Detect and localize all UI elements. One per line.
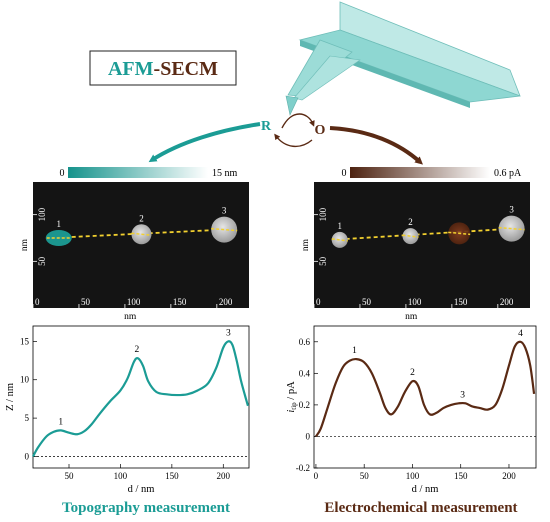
y-axis-title-main: i xyxy=(286,410,297,413)
feature-spot-label: 2 xyxy=(408,217,413,227)
brown-arrow xyxy=(329,126,423,165)
image-y-tick-label: 50 xyxy=(318,256,328,266)
feature-spot-label: 1 xyxy=(337,221,342,231)
peak-label: 2 xyxy=(135,345,140,355)
image-x-tick-label: 0 xyxy=(316,297,321,307)
x-axis-title: d / nm xyxy=(412,484,439,495)
x-tick-label: 0 xyxy=(314,471,319,481)
title-secm: SECM xyxy=(160,58,218,80)
title-afm: AFM xyxy=(108,58,154,80)
y-tick-label: -0.2 xyxy=(296,463,310,473)
image-x-tick-label: 50 xyxy=(362,297,372,307)
echem-colorbar-min: 0 xyxy=(342,168,347,179)
plot-frame xyxy=(313,325,537,469)
image-x-tick-label: 100 xyxy=(127,297,141,307)
y-tick-label: 0.2 xyxy=(299,400,310,410)
reduced-label: R xyxy=(261,119,272,134)
x-tick-label: 50 xyxy=(360,471,370,481)
profile-line-segment xyxy=(448,231,471,236)
x-tick-label: 100 xyxy=(406,471,420,481)
x-tick-label: 150 xyxy=(454,471,468,481)
peak-label: 4 xyxy=(518,329,523,339)
redox-cycle: R O xyxy=(261,113,326,147)
feature-spot xyxy=(498,215,525,242)
image-x-tick-label: 200 xyxy=(500,297,514,307)
y-tick-label: 15 xyxy=(20,336,30,346)
peak-label: 1 xyxy=(352,346,357,356)
oxidized-label: O xyxy=(315,123,326,138)
peak-label: 2 xyxy=(410,368,415,378)
teal-arrow xyxy=(148,122,261,163)
image-background xyxy=(33,182,249,308)
feature-spot-label: 2 xyxy=(139,213,144,223)
image-y-title: nm xyxy=(20,238,30,251)
electrochemical-image: 0 50 100 150 200 50 100 nm nm 1 2 3 xyxy=(301,182,530,322)
image-x-tick-label: 150 xyxy=(454,297,468,307)
image-y-title: nm xyxy=(301,238,311,251)
electrochemical-footer: Electrochemical measurement xyxy=(324,500,517,516)
x-axis-title: d / nm xyxy=(128,484,155,495)
image-x-tick-label: 100 xyxy=(408,297,422,307)
echem-colorbar-max: 0.6 pA xyxy=(494,168,522,179)
echem-colorbar: 0 0.6 pA xyxy=(342,167,522,179)
data-curve xyxy=(32,340,250,458)
x-tick-label: 200 xyxy=(217,471,231,481)
title-separator: - xyxy=(154,58,161,80)
title-box: AFM-SECM xyxy=(89,50,237,86)
y-tick-label: 10 xyxy=(20,375,30,385)
electrochemical-chart: 0 50 100 150 200 -0.2 0 0.2 0.4 0.6 1 2 3 4 d / nm itip… xyxy=(286,325,537,495)
profile-line xyxy=(331,227,512,241)
profile-line-segment xyxy=(131,232,152,237)
y-axis-title: itip / pA xyxy=(286,381,298,413)
x-tick-label: 50 xyxy=(65,471,75,481)
topo-colorbar-min: 0 xyxy=(60,168,65,179)
image-background xyxy=(314,182,530,308)
image-x-title: nm xyxy=(405,312,418,322)
y-axis-title-unit: / pA xyxy=(286,381,297,402)
feature-spot xyxy=(331,231,348,248)
topography-footer: Topography measurement xyxy=(62,500,230,516)
profile-line-segment xyxy=(331,238,348,242)
topography-chart: 50 100 150 200 0 5 10 15 1 2 3 d / nm Z / nm xyxy=(5,325,250,495)
image-y-tick-label: 50 xyxy=(37,256,47,266)
topography-image: 0 50 100 150 200 50 100 nm nm 1 2 3 xyxy=(20,182,249,322)
peak-label: 1 xyxy=(58,417,63,427)
y-tick-label: 0.6 xyxy=(299,337,311,347)
profile-line-segment xyxy=(498,226,525,231)
image-y-tick-label: 100 xyxy=(37,207,47,221)
feature-spot xyxy=(211,216,238,243)
image-x-tick-label: 0 xyxy=(35,297,40,307)
data-curve xyxy=(314,340,536,438)
y-axis-title: Z / nm xyxy=(5,383,16,411)
image-x-tick-label: 50 xyxy=(81,297,91,307)
x-tick-label: 200 xyxy=(502,471,516,481)
x-tick-label: 100 xyxy=(114,471,128,481)
image-y-tick-label: 100 xyxy=(318,207,328,221)
afm-cantilever-icon xyxy=(285,1,521,116)
image-x-tick-label: 150 xyxy=(173,297,187,307)
y-tick-label: 0 xyxy=(306,431,311,441)
y-tick-label: 5 xyxy=(25,413,30,423)
x-tick-label: 150 xyxy=(165,471,179,481)
profile-line-segment xyxy=(211,227,238,232)
y-axis-title-sub: tip xyxy=(290,402,298,410)
peak-label: 3 xyxy=(226,328,231,338)
topo-colorbar-max: 15 nm xyxy=(212,168,238,179)
profile-line-segment xyxy=(402,234,419,238)
feature-spot-label: 3 xyxy=(222,206,227,216)
feature-spot-label: 1 xyxy=(56,219,61,229)
feature-spot xyxy=(402,228,419,245)
image-x-tick-label: 200 xyxy=(219,297,233,307)
plot-frame xyxy=(32,325,250,469)
image-x-title: nm xyxy=(124,312,137,322)
feature-spot-label: 3 xyxy=(509,205,514,215)
y-tick-label: 0.4 xyxy=(299,368,311,378)
peak-label: 3 xyxy=(460,390,465,400)
topo-colorbar: 0 15 nm xyxy=(60,167,238,179)
y-tick-label: 0 xyxy=(25,451,30,461)
svg-text:AFM-SECM: AFM-SECM xyxy=(108,58,218,80)
